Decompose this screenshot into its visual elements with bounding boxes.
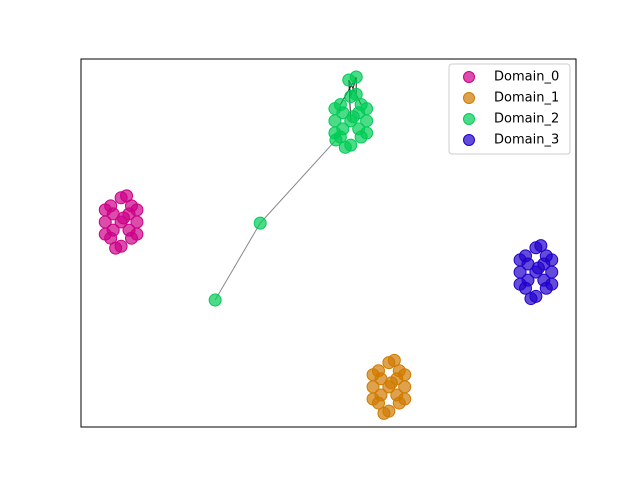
points: [98, 70, 559, 420]
legend-marker: [463, 134, 475, 146]
point: [130, 203, 144, 217]
point: [377, 406, 391, 420]
point: [338, 140, 352, 154]
point: [98, 203, 112, 217]
legend-label: Domain_2: [494, 112, 559, 127]
legend-box: [448, 63, 571, 155]
point: [534, 239, 548, 253]
point: [531, 261, 545, 275]
point: [398, 392, 412, 406]
point: [366, 392, 380, 406]
point: [120, 189, 134, 203]
point: [545, 253, 559, 267]
point: [328, 102, 342, 116]
point: [130, 227, 144, 241]
point: [524, 292, 538, 306]
point: [346, 110, 360, 124]
point: [98, 227, 112, 241]
edge: [214, 222, 261, 301]
point: [109, 241, 123, 255]
point: [398, 368, 412, 382]
point: [366, 368, 380, 382]
point: [513, 253, 527, 267]
point: [117, 211, 131, 225]
point: [208, 293, 222, 307]
point: [329, 133, 343, 147]
point: [349, 70, 363, 84]
point: [513, 277, 527, 291]
legend-marker: [463, 92, 475, 104]
legend-label: Domain_3: [494, 133, 559, 148]
legend-marker: [463, 71, 475, 83]
edge: [259, 139, 337, 224]
point: [360, 102, 374, 116]
point: [253, 216, 267, 230]
point: [384, 376, 398, 390]
legend: Domain_0 Domain_1 Domain_2 Domain_3: [448, 63, 571, 155]
point: [360, 126, 374, 140]
legend-label: Domain_0: [494, 70, 559, 85]
legend-marker: [463, 113, 475, 125]
point: [387, 353, 401, 367]
point: [545, 277, 559, 291]
legend-label: Domain_1: [494, 91, 559, 106]
point: [349, 87, 363, 101]
